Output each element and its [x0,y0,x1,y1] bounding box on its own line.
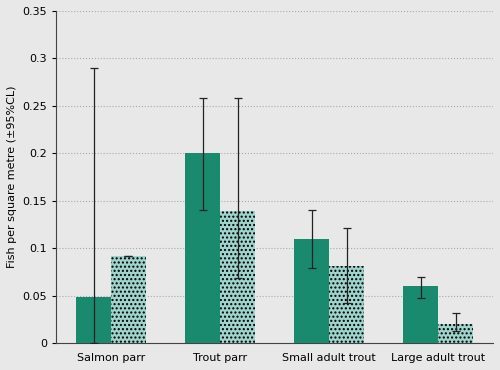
Bar [111,256,146,343]
Bar [404,286,438,343]
Bar [220,211,255,343]
Y-axis label: Fish per square metre (±95%CL): Fish per square metre (±95%CL) [7,86,17,268]
Bar [329,266,364,343]
Bar [294,239,329,343]
Bar [185,154,220,343]
Bar [76,297,111,343]
Bar [438,324,473,343]
